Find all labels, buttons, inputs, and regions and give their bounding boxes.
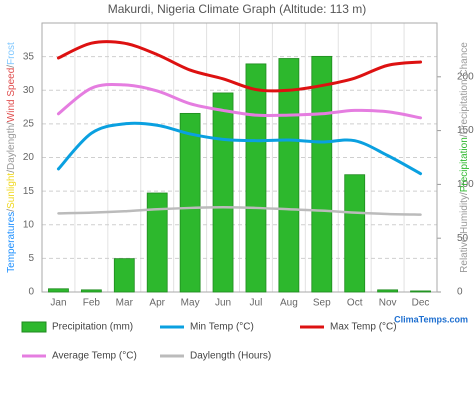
bar [179,112,201,293]
legend-label: Max Temp (°C) [330,322,397,333]
axis-title: Temperatures/Sunlight/Daylength/Wind Spe… [6,42,17,273]
y-tick-label: 15 [23,186,35,197]
x-tick-label: Oct [347,298,363,309]
x-tick-label: Aug [280,298,298,309]
x-tick-label: Dec [412,298,430,309]
axis-title-part: Wind Speed [6,68,17,122]
legend-label: Average Temp (°C) [52,351,137,362]
y-tick-label: 25 [23,119,35,130]
x-tick-label: Sep [313,298,331,309]
axis-title-part: Relative Humidity [459,195,470,273]
x-tick-label: Feb [83,298,101,309]
bar [212,92,234,293]
x-tick-label: Jun [215,298,231,309]
legend-label: Precipitation (mm) [52,322,133,333]
chart-title: Makurdi, Nigeria Climate Graph (Altitude… [108,2,367,16]
y2-tick-label: 50 [457,233,469,244]
axis-title-part: / [459,192,470,195]
y-tick-label: 35 [23,51,35,62]
x-tick-label: Jan [50,298,66,309]
bar [113,258,135,293]
bar [344,174,366,293]
axis-title-part: Frost [6,42,17,65]
axis-title-part: Temperatures [6,212,17,273]
line [56,121,423,176]
y-tick-label: 5 [28,253,34,264]
y2-tick-label: 100 [457,179,474,190]
x-tick-label: Jul [250,298,263,309]
axis-title-part: / [6,170,17,173]
y-tick-label: 0 [28,287,34,298]
axis-title-part: Sunlight [6,173,17,209]
bar [278,58,300,293]
x-tick-label: Apr [149,298,165,309]
y-tick-label: 10 [23,219,35,230]
line [56,40,423,93]
x-tick-label: Nov [379,298,397,309]
bar [311,55,333,293]
axis-title-part: Daylength [6,125,17,170]
line [57,206,422,216]
axis-title-part: / [459,134,470,137]
axis-title: Relative Humidity/Precipitation/Precipit… [459,42,470,273]
bar [48,288,69,293]
line [56,82,423,120]
y2-tick-label: 200 [457,71,474,82]
bar [146,192,168,293]
axis-title-part: Precipitation Chance [459,42,470,135]
axis-title-part: / [6,122,17,125]
plot-frame [41,22,438,293]
legend-swatch [21,321,47,333]
bar [377,289,399,293]
bar [80,289,102,293]
legend-label: Daylength (Hours) [190,351,271,362]
x-tick-label: May [181,298,200,309]
bar [410,290,431,293]
axis-title-part: / [6,209,17,212]
axis-title-part: Precipitation [459,137,470,192]
y-tick-label: 20 [23,152,35,163]
y2-tick-label: 0 [457,287,463,298]
y2-tick-label: 150 [457,125,474,136]
watermark: ClimaTemps.com [394,314,468,324]
legend-label: Min Temp (°C) [190,322,254,333]
axis-title-part: / [6,65,17,68]
x-tick-label: Mar [116,298,134,309]
bar [245,63,267,293]
y-tick-label: 30 [23,85,35,96]
